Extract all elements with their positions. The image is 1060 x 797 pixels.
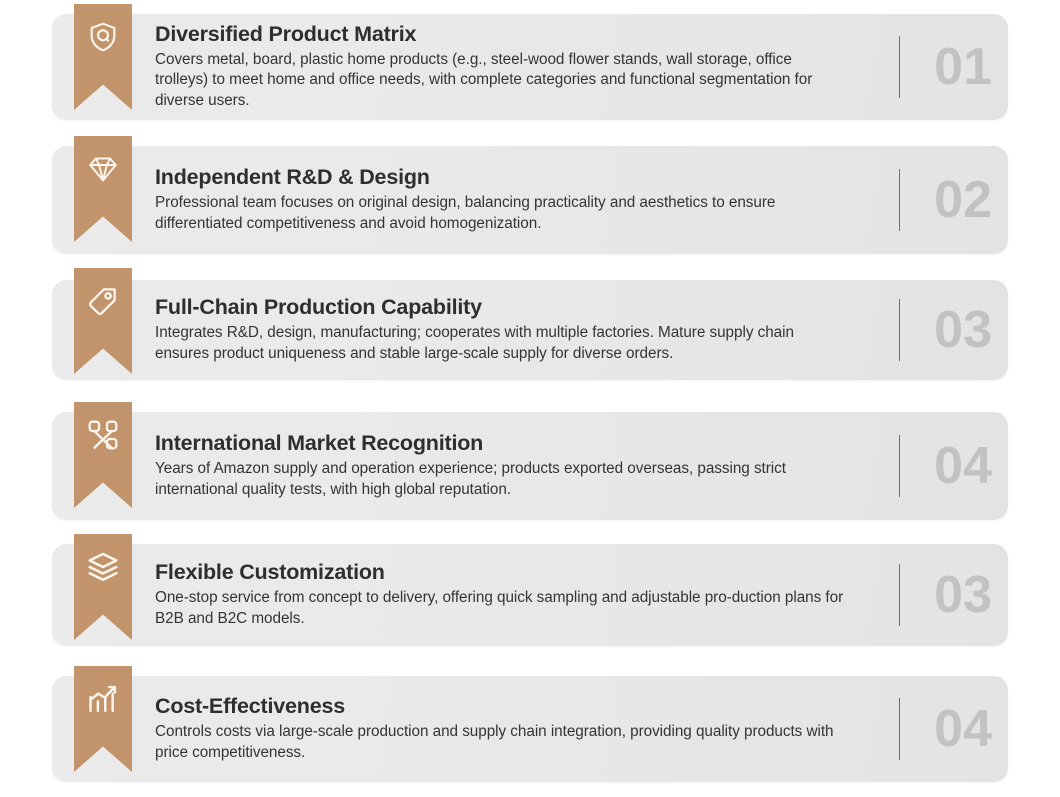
- feature-card[interactable]: Independent R&D & Design Professional te…: [52, 136, 1008, 254]
- card-content: Cost-Effectiveness Controls costs via la…: [155, 676, 850, 782]
- card-description: Controls costs via large-scale productio…: [155, 723, 834, 761]
- ribbon-badge: [74, 666, 132, 772]
- card-number: 03: [934, 301, 992, 359]
- network-nodes-icon: [74, 418, 132, 452]
- card-description: Years of Amazon supply and operation exp…: [155, 460, 786, 498]
- feature-card[interactable]: Cost-Effectiveness Controls costs via la…: [52, 666, 1008, 782]
- card-content: Flexible Customization One-stop service …: [155, 544, 850, 646]
- card-content: Full-Chain Production Capability Integra…: [155, 280, 850, 380]
- ribbon-badge: [74, 136, 132, 242]
- ribbon-badge: [74, 4, 132, 110]
- vertical-divider: [899, 36, 900, 98]
- feature-card[interactable]: Flexible Customization One-stop service …: [52, 534, 1008, 646]
- card-description: Integrates R&D, design, manufacturing; c…: [155, 324, 794, 362]
- card-number: 04: [934, 700, 992, 758]
- card-number: 02: [934, 171, 992, 229]
- shield-quality-icon: [74, 20, 132, 54]
- card-title: Cost-Effectiveness: [155, 694, 345, 719]
- card-title: Flexible Customization: [155, 560, 385, 585]
- card-content: Diversified Product Matrix Covers metal,…: [155, 14, 850, 120]
- ribbon-badge: [74, 534, 132, 640]
- vertical-divider: [899, 435, 900, 497]
- vertical-divider: [899, 698, 900, 760]
- card-title: Diversified Product Matrix: [155, 21, 417, 46]
- card-title: International Market Recognition: [155, 431, 484, 456]
- ribbon-badge: [74, 268, 132, 374]
- bar-chart-growth-icon: [74, 682, 132, 716]
- ribbon-badge: [74, 402, 132, 508]
- card-title: Independent R&D & Design: [155, 165, 430, 190]
- vertical-divider: [899, 564, 900, 626]
- card-content: International Market Recognition Years o…: [155, 412, 850, 520]
- card-number: 04: [934, 437, 992, 495]
- layers-stack-icon: [74, 550, 132, 584]
- card-description: Covers metal, board, plastic home produc…: [155, 50, 813, 110]
- card-description: Professional team focuses on original de…: [155, 194, 776, 232]
- card-title: Full-Chain Production Capability: [155, 295, 482, 320]
- feature-card[interactable]: International Market Recognition Years o…: [52, 402, 1008, 520]
- vertical-divider: [899, 169, 900, 231]
- card-number: 03: [934, 566, 992, 624]
- diamond-icon: [74, 152, 132, 186]
- vertical-divider: [899, 299, 900, 361]
- card-number: 01: [934, 38, 992, 96]
- feature-card[interactable]: Full-Chain Production Capability Integra…: [52, 268, 1008, 380]
- card-description: One-stop service from concept to deliver…: [155, 589, 844, 627]
- card-content: Independent R&D & Design Professional te…: [155, 146, 850, 254]
- feature-card[interactable]: Diversified Product Matrix Covers metal,…: [52, 4, 1008, 120]
- price-tag-icon: [74, 284, 132, 318]
